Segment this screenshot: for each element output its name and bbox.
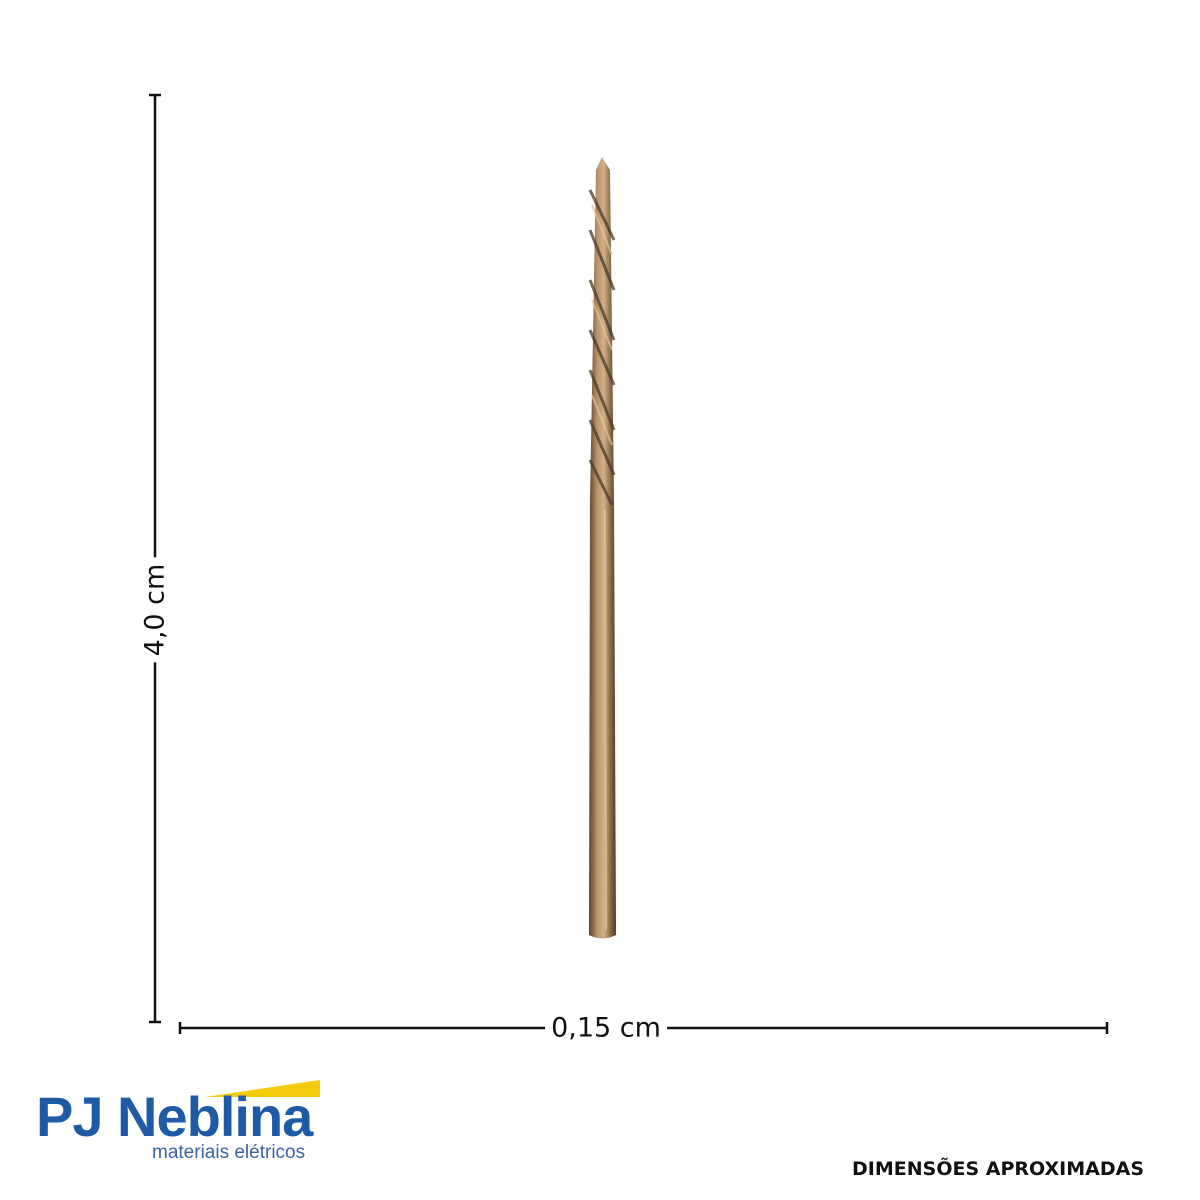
width-dimension-label: 0,15 cm: [545, 1012, 667, 1044]
brand-logo-title: PJ Neblina: [36, 1085, 313, 1148]
height-dimension-label: 4,0 cm: [139, 557, 171, 663]
logo-accent-triangle: [205, 1080, 320, 1097]
approximate-dimensions-note: DIMENSÕES APROXIMADAS: [852, 1158, 1144, 1180]
brand-logo-subtitle: materiais elétricos: [152, 1142, 306, 1163]
drill-flutes: [588, 189, 616, 506]
drill-bit-image: [588, 157, 616, 939]
